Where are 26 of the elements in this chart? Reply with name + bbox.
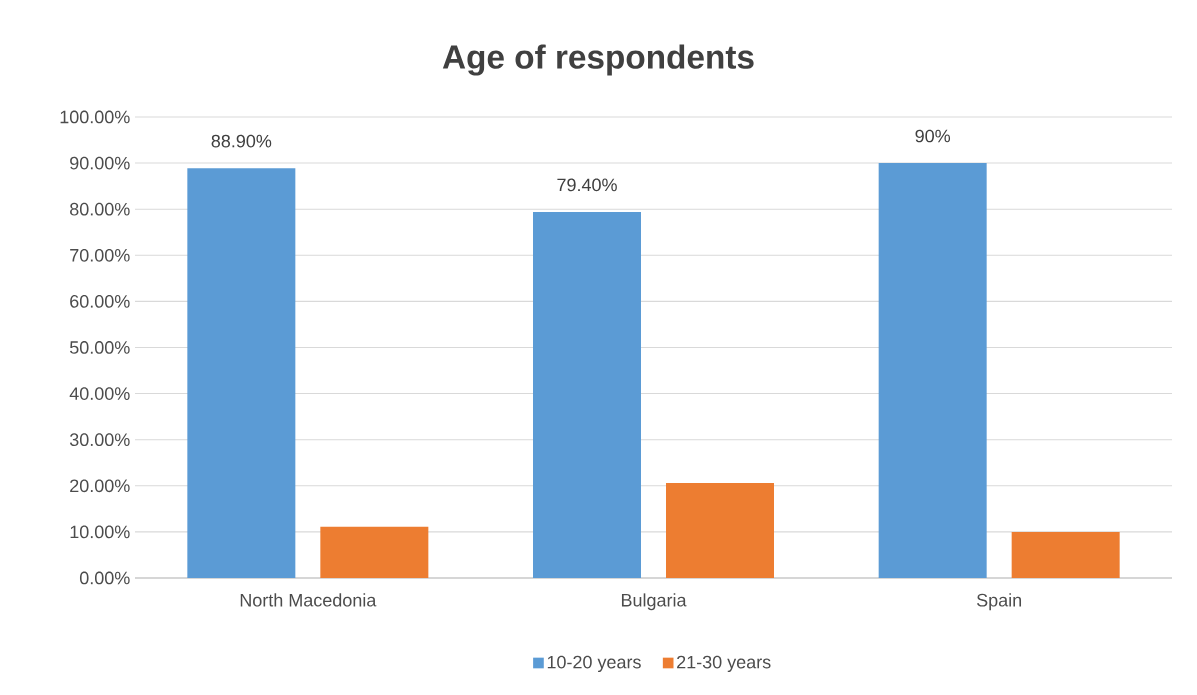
- y-tick-label: 30.00%: [69, 433, 130, 447]
- y-tick-label: 60.00%: [70, 295, 130, 308]
- x-tick-label: North Macedonia: [240, 593, 377, 607]
- y-tick-label: 80.00%: [70, 202, 130, 216]
- bar: [1011, 531, 1120, 578]
- y-tick-label: 20.00%: [70, 479, 130, 493]
- legend-label: 21-30 years: [677, 655, 771, 673]
- y-tick-label: 10.00%: [70, 525, 130, 539]
- bar: [187, 168, 296, 578]
- data-label: 79.40%: [557, 178, 617, 192]
- x-tick-label: Spain: [976, 593, 1022, 611]
- y-tick-label: 40.00%: [69, 387, 130, 400]
- y-tick-label: 50.00%: [69, 341, 130, 354]
- y-tick-label: 100.00%: [60, 110, 130, 124]
- chart-title: Age of respondents: [442, 44, 754, 76]
- data-label: 90%: [915, 129, 951, 143]
- bar: [533, 211, 641, 578]
- y-tick-label: 90.00%: [70, 156, 130, 170]
- data-label: 88.90%: [211, 134, 272, 148]
- bar: [666, 483, 774, 578]
- legend-label: 10-20 years: [547, 655, 641, 673]
- y-tick-label: 0.00%: [79, 571, 130, 585]
- bar: [320, 526, 429, 578]
- x-tick-label: Bulgaria: [621, 593, 687, 611]
- y-tick-label: 70.00%: [70, 248, 130, 262]
- bar: [878, 163, 987, 578]
